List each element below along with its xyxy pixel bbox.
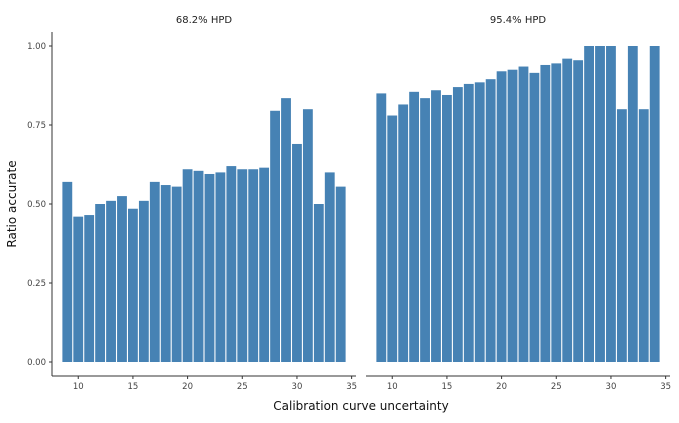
bar-facet1-x30 xyxy=(606,46,616,362)
bar-facet0-x18 xyxy=(160,185,171,362)
panel-title-95-hpd: 95.4% HPD xyxy=(490,15,546,26)
bar-facet0-x26 xyxy=(248,169,259,362)
bar-facet1-x11 xyxy=(398,104,409,363)
bar-facet0-x33 xyxy=(324,172,335,362)
x-tick-label-facet0-30: 30 xyxy=(292,382,303,392)
x-tick-label-facet0-20: 20 xyxy=(182,382,193,392)
y-tick-label-1.00: 1.00 xyxy=(27,42,46,52)
bar-facet0-x9 xyxy=(62,181,73,362)
bar-facet1-x13 xyxy=(420,98,430,362)
bars-group xyxy=(62,46,660,363)
bar-facet1-x23 xyxy=(529,72,540,363)
y-tick-label-0.50: 0.50 xyxy=(27,200,46,210)
y-tick-label-0.00: 0.00 xyxy=(27,358,46,368)
bar-facet0-x24 xyxy=(226,166,237,362)
x-tick-label-facet0-35: 35 xyxy=(346,382,357,392)
bar-facet0-x19 xyxy=(171,186,182,362)
bar-facet0-x31 xyxy=(302,109,313,362)
y-tick-label-0.25: 0.25 xyxy=(27,279,46,289)
bar-facet1-x14 xyxy=(431,90,441,363)
bar-facet0-x25 xyxy=(237,169,248,362)
bar-facet1-x15 xyxy=(442,94,452,362)
bar-facet0-x34 xyxy=(335,186,346,362)
x-tick-label-facet1-20: 20 xyxy=(496,382,507,392)
bar-facet0-x13 xyxy=(106,200,116,362)
bar-facet1-x32 xyxy=(627,46,638,362)
bar-facet0-x15 xyxy=(128,208,138,362)
bar-facet1-x17 xyxy=(463,83,474,363)
bar-facet1-x24 xyxy=(540,64,551,363)
bar-facet1-x29 xyxy=(595,46,605,362)
x-tick-label-facet0-25: 25 xyxy=(237,382,248,392)
bar-facet0-x17 xyxy=(149,181,160,362)
y-tick-label-0.75: 0.75 xyxy=(27,121,46,131)
panel-title-68-hpd: 68.2% HPD xyxy=(176,15,232,26)
bar-facet1-x21 xyxy=(507,69,518,362)
bar-facet1-x28 xyxy=(584,46,594,362)
bar-facet0-x29 xyxy=(281,98,291,362)
bar-facet1-x27 xyxy=(573,60,584,362)
bar-facet0-x30 xyxy=(292,143,302,362)
bar-facet1-x16 xyxy=(452,87,463,362)
bar-facet0-x22 xyxy=(204,173,215,362)
x-tick-label-facet1-25: 25 xyxy=(551,382,562,392)
x-tick-label-facet0-15: 15 xyxy=(128,382,139,392)
bar-facet1-x12 xyxy=(409,91,420,362)
bar-facet0-x14 xyxy=(117,196,127,362)
bar-facet1-x25 xyxy=(551,63,562,362)
bar-facet0-x21 xyxy=(193,170,204,362)
bar-facet0-x27 xyxy=(259,167,270,362)
y-axis-title: Ratio accurate xyxy=(5,160,19,247)
x-tick-label-facet1-10: 10 xyxy=(387,382,398,392)
x-tick-label-facet1-35: 35 xyxy=(660,382,671,392)
bar-facet0-x20 xyxy=(182,169,193,362)
bar-facet0-x28 xyxy=(270,110,280,362)
bar-facet0-x12 xyxy=(95,204,106,362)
bar-facet0-x10 xyxy=(73,216,84,362)
x-tick-label-facet1-15: 15 xyxy=(442,382,453,392)
bar-facet0-x23 xyxy=(215,172,226,362)
bar-facet1-x9 xyxy=(376,93,387,363)
bar-facet0-x11 xyxy=(84,215,95,362)
bar-facet1-x10 xyxy=(387,115,398,363)
bar-facet1-x31 xyxy=(616,109,627,362)
bar-facet1-x34 xyxy=(649,46,660,362)
bar-facet1-x22 xyxy=(518,66,529,362)
bar-facet1-x19 xyxy=(485,79,496,363)
x-tick-label-facet0-10: 10 xyxy=(73,382,84,392)
bar-facet1-x26 xyxy=(562,58,573,362)
x-tick-label-facet1-30: 30 xyxy=(606,382,617,392)
bar-facet1-x18 xyxy=(474,82,485,362)
x-axis-title: Calibration curve uncertainty xyxy=(273,399,448,413)
axes-group: 10 15 20 25 30 35 10 15 20 25 30 35 0.00 0.25 0.50 0.75… xyxy=(27,32,671,392)
bar-facet0-x16 xyxy=(138,200,149,362)
bar-facet1-x33 xyxy=(638,109,649,362)
bar-facet0-x32 xyxy=(313,204,324,362)
bar-facet1-x20 xyxy=(496,71,507,362)
